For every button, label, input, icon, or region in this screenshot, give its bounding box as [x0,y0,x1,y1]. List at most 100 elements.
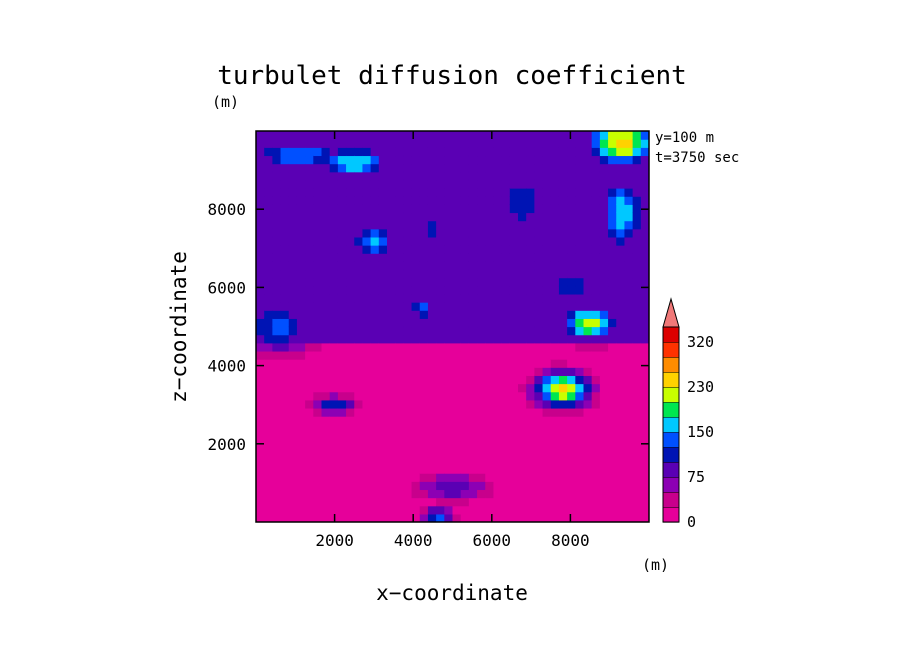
field-cell [436,489,445,499]
field-cell [616,220,626,230]
field-cell [583,163,593,173]
field-cell [534,212,544,222]
field-cell [624,318,634,328]
field-cell [534,293,544,303]
field-cell [387,359,396,368]
field-cell [427,228,437,238]
field-cell [493,277,503,287]
field-cell [427,293,437,303]
field-cell [452,293,462,303]
field-cell [558,131,568,140]
field-cell [395,196,404,205]
field-cell [387,155,396,165]
field-cell [272,432,282,442]
field-cell [550,179,560,189]
field-cell [608,261,617,271]
field-cell [362,155,372,165]
field-cell [518,375,527,385]
field-cell [354,253,364,262]
field-cell [640,179,649,189]
field-cell [329,391,339,401]
field-cell [558,334,568,344]
field-cell [354,285,364,295]
field-cell [640,407,649,417]
field-cell [288,236,298,246]
field-cell [427,448,437,458]
field-cell [640,310,649,319]
field-cell [640,432,649,442]
field-cell [624,139,634,148]
field-cell [256,318,265,328]
field-cell [550,131,560,140]
field-cell [362,228,372,238]
field-cell [403,236,413,246]
field-cell [362,131,372,140]
field-cell [624,204,634,214]
field-cell [280,432,290,442]
field-cell [550,383,560,393]
field-cell [477,245,486,254]
field-cell [526,513,535,522]
field-cell [403,440,413,450]
field-cell [411,350,421,360]
field-cell [583,212,593,222]
field-cell [575,424,585,433]
field-cell [493,212,503,222]
field-cell [468,163,478,173]
field-cell [616,310,626,319]
field-cell [329,220,339,230]
field-cell [599,432,609,442]
field-cell [509,359,519,368]
field-cell [493,489,503,499]
field-cell [346,367,355,376]
field-cell [321,432,331,442]
field-cell [518,245,527,254]
field-cell [501,440,511,450]
field-cell [550,293,560,303]
field-cell [403,407,413,417]
field-cell [305,220,314,230]
field-cell [370,212,380,222]
field-cell [256,464,265,474]
field-cell [558,293,568,303]
field-cell [264,416,273,425]
field-cell [313,188,323,197]
field-cell [558,342,568,352]
field-cell [468,236,478,246]
field-cell [346,285,355,295]
field-cell [452,155,462,165]
field-cell [354,375,364,385]
field-cell [321,350,331,360]
field-cell [485,310,495,319]
field-cell [493,220,503,230]
field-cell [378,212,388,222]
field-cell [468,473,478,482]
field-cell [288,416,298,425]
field-cell [558,310,568,319]
field-cell [501,155,511,165]
contour-field [256,131,649,522]
field-cell [329,245,339,254]
field-cell [616,448,626,458]
field-cell [616,155,626,165]
field-cell [616,204,626,214]
field-cell [518,196,527,205]
field-cell [272,318,282,328]
field-cell [518,326,527,336]
field-cell [444,302,454,311]
field-cell [477,375,486,385]
field-cell [640,220,649,230]
field-cell [509,261,519,271]
field-cell [378,416,388,425]
field-cell [583,302,593,311]
field-cell [526,359,535,368]
field-cell [485,334,495,344]
field-cell [599,424,609,433]
field-cell [534,188,544,197]
field-cell [296,416,306,425]
field-cell [452,367,462,376]
field-cell [436,318,445,328]
field-cell [468,456,478,466]
field-cell [427,481,437,491]
field-cell [583,399,593,409]
